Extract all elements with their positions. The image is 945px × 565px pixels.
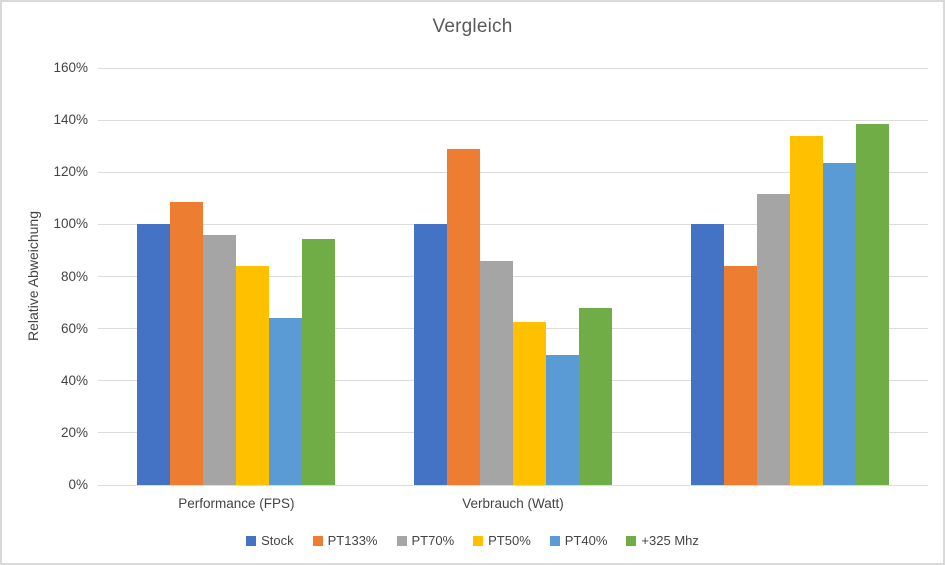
bar-PT50%-group-3 bbox=[789, 135, 823, 485]
bar-group-Performance (FPS) bbox=[98, 68, 375, 485]
bar-Stock-Verbrauch (Watt) bbox=[413, 224, 447, 485]
bar-+325 Mhz-Verbrauch (Watt) bbox=[578, 307, 612, 485]
legend-label: +325 Mhz bbox=[641, 533, 699, 548]
legend-swatch-icon bbox=[549, 535, 560, 546]
bar-PT40%-Verbrauch (Watt) bbox=[545, 354, 579, 485]
y-tick-label-40%: 40% bbox=[60, 372, 88, 388]
legend: Stock PT133% PT70% PT50% PT40% +325 Mhz bbox=[2, 533, 943, 548]
bar-PT70%-Verbrauch (Watt) bbox=[479, 260, 513, 485]
legend-label: PT70% bbox=[411, 533, 455, 548]
legend-label: PT133% bbox=[327, 533, 378, 548]
legend-item-PT50%: PT50% bbox=[473, 533, 531, 548]
plot-area bbox=[98, 67, 928, 486]
y-tick-label-120%: 120% bbox=[53, 164, 88, 180]
gridline-160% bbox=[98, 67, 928, 69]
bar-PT70%-Performance (FPS) bbox=[203, 234, 237, 485]
bar-+325 Mhz-group-3 bbox=[855, 124, 889, 485]
legend-item-Stock: Stock bbox=[246, 533, 294, 548]
legend-swatch-icon bbox=[312, 535, 323, 546]
y-tick-label-20%: 20% bbox=[60, 424, 88, 440]
gridline-140% bbox=[98, 119, 928, 121]
gridline-0% bbox=[98, 484, 928, 486]
x-category-label-group-3 bbox=[651, 496, 928, 511]
bar-PT40%-group-3 bbox=[822, 163, 856, 485]
bar-PT50%-Performance (FPS) bbox=[236, 266, 270, 485]
legend-item-+325 Mhz: +325 Mhz bbox=[626, 533, 699, 548]
legend-item-PT133%: PT133% bbox=[312, 533, 378, 548]
y-tick-label-140%: 140% bbox=[53, 112, 88, 128]
bar-Stock-group-3 bbox=[690, 224, 724, 485]
y-tick-label-0%: 0% bbox=[68, 477, 88, 492]
chart-title: Vergleich bbox=[432, 16, 513, 37]
legend-label: PT50% bbox=[488, 533, 531, 548]
y-tick-label-100%: 100% bbox=[53, 216, 88, 232]
bar-PT40%-Performance (FPS) bbox=[269, 318, 303, 485]
y-axis-tick-labels: 0% 20% 40% 60% 80% 100% 120% 140% 160% bbox=[2, 60, 88, 492]
x-category-label-Verbrauch (Watt): Verbrauch (Watt) bbox=[462, 496, 564, 511]
legend-swatch-icon bbox=[626, 535, 637, 546]
bar-PT133%-Verbrauch (Watt) bbox=[446, 148, 480, 485]
legend-label: PT40% bbox=[564, 533, 608, 548]
legend-swatch-icon bbox=[246, 535, 257, 546]
gridline-120% bbox=[98, 171, 928, 173]
bar-PT133%-group-3 bbox=[723, 266, 757, 485]
bar-PT70%-group-3 bbox=[756, 194, 790, 485]
bar-PT133%-Performance (FPS) bbox=[170, 202, 204, 485]
legend-label: Stock bbox=[261, 533, 294, 548]
gridline-80% bbox=[98, 276, 928, 277]
y-tick-label-160%: 160% bbox=[53, 60, 88, 75]
x-category-label-Performance (FPS): Performance (FPS) bbox=[178, 496, 295, 511]
y-tick-label-80%: 80% bbox=[60, 268, 88, 284]
legend-swatch-icon bbox=[473, 535, 484, 546]
bar-group-group-3 bbox=[651, 68, 928, 485]
bar-Stock-Performance (FPS) bbox=[137, 224, 171, 485]
bar-+325 Mhz-Performance (FPS) bbox=[302, 238, 336, 485]
legend-item-PT70%: PT70% bbox=[396, 533, 455, 548]
x-axis-category-labels: Performance (FPS) Verbrauch (Watt) bbox=[98, 496, 928, 511]
bar-group-Verbrauch (Watt) bbox=[375, 68, 652, 485]
legend-swatch-icon bbox=[396, 535, 407, 546]
bar-PT50%-Verbrauch (Watt) bbox=[512, 322, 546, 485]
y-tick-label-60%: 60% bbox=[60, 320, 88, 336]
legend-item-PT40%: PT40% bbox=[549, 533, 608, 548]
gridline-100% bbox=[98, 223, 928, 225]
